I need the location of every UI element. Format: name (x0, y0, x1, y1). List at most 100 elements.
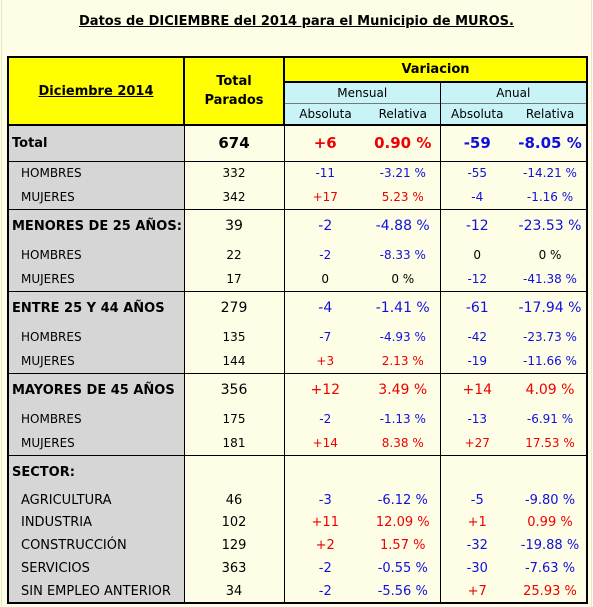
anual-header: Anual (439, 82, 588, 103)
row-label: INDUSTRIA (7, 511, 185, 534)
anual-absoluta-cell: +14 (440, 372, 514, 407)
anual-relativa-cell: 4.09 % (514, 372, 588, 407)
total-cell: 332 (184, 160, 285, 185)
anual-absoluta-cell: 0 (473, 248, 482, 262)
row-label: SECTOR: (7, 454, 185, 489)
table-row: HOMBRES 135 -7 -4.93 % -42 -23.73 % (7, 325, 588, 349)
anual-absoluta-cell: -12 (467, 271, 488, 286)
total-cell: 17 (184, 267, 285, 291)
table-row: AGRICULTURA 46 -3 -6.12 % -5 -9.80 % (7, 489, 588, 511)
total-cell: 279 (184, 290, 285, 325)
anual-relativa-cell: -6.91 % (514, 407, 588, 431)
mensual-relativa-cell: 1.57 % (366, 534, 441, 557)
mensual-absoluta-cell: +2 (315, 538, 335, 553)
mensual-header: Mensual (283, 82, 441, 103)
table-row: Total 674 +6 0.90 % -59 -8.05 % (7, 125, 588, 161)
mensual-relativa-cell: 12.09 % (366, 511, 441, 534)
anual-relativa-cell: -9.80 % (514, 489, 588, 511)
row-label: MUJERES (7, 267, 185, 291)
row-label: HOMBRES (7, 325, 185, 349)
mensual-relativa-cell: 8.38 % (366, 431, 441, 455)
row-label: HOMBRES (7, 243, 185, 267)
page-title: Datos de DICIEMBRE del 2014 para el Muni… (79, 14, 514, 29)
mensual-relativa-cell: 3.49 % (366, 372, 441, 407)
anual-absoluta-cell: -19 (467, 353, 488, 368)
total-cell: 129 (184, 534, 285, 557)
anual-relativa-cell: -14.21 % (514, 160, 588, 185)
mensual-relativa-cell: -6.12 % (366, 489, 441, 511)
table-row: CONSTRUCCIÓN 129 +2 1.57 % -32 -19.88 % (7, 534, 588, 557)
total-cell: 34 (184, 580, 285, 604)
variacion-header: Variacion (283, 56, 588, 83)
mensual-absoluta-cell: 0 (321, 271, 330, 286)
table-row: MUJERES 342 +17 5.23 % -4 -1.16 % (7, 185, 588, 209)
mensual-absoluta-cell: -2 (284, 208, 366, 243)
anual-relativa-cell (514, 454, 588, 489)
mensual-absoluta-cell: -7 (319, 330, 332, 344)
anual-absoluta-cell: -5 (470, 492, 484, 508)
anual-relativa-cell: -41.38 % (514, 267, 588, 291)
row-label: CONSTRUCCIÓN (7, 534, 185, 557)
anual-absoluta-cell: -13 (467, 412, 488, 426)
anual-absoluta-cell: -42 (467, 330, 488, 344)
anual-absoluta-cell: -30 (466, 561, 488, 576)
mensual-absoluta-cell: -2 (284, 580, 366, 604)
mensual-relativa-cell: -8.33 % (366, 243, 441, 267)
anual-relativa-cell: -8.05 % (514, 125, 588, 161)
total-cell: 144 (184, 349, 285, 373)
anual-relativa-cell: -17.94 % (514, 290, 588, 325)
anual-absoluta-cell: -61 (440, 290, 514, 325)
anual-relativa-header: Relativa (514, 102, 588, 126)
anual-absoluta-cell: +1 (467, 515, 487, 530)
mensual-absoluta-cell: +6 (313, 134, 337, 153)
period-header: Diciembre 2014 (7, 56, 185, 126)
total-cell (184, 454, 285, 489)
table-row: MAYORES DE 45 AÑOS 356 +12 3.49 % +14 4.09 % (7, 372, 588, 407)
row-label: ENTRE 25 Y 44 AÑOS (7, 290, 185, 325)
anual-relativa-cell: -11.66 % (514, 349, 588, 373)
mensual-absoluta-cell: -3 (318, 492, 332, 508)
row-label: MUJERES (7, 349, 185, 373)
mensual-relativa-cell: -4.88 % (366, 208, 441, 243)
total-cell: 135 (184, 325, 285, 349)
total-cell: 102 (184, 511, 285, 534)
total-cell: 356 (184, 372, 285, 407)
anual-relativa-cell: -1.16 % (514, 185, 588, 209)
table-row: MENORES DE 25 AÑOS: 39 -2 -4.88 % -12 -23.53 … (7, 208, 588, 243)
table-row: MUJERES 181 +14 8.38 % +27 17.53 % (7, 431, 588, 455)
row-label: HOMBRES (7, 160, 185, 185)
row-label: MUJERES (7, 185, 185, 209)
mensual-relativa-cell: -4.93 % (366, 325, 441, 349)
mensual-relativa-cell (366, 454, 441, 489)
row-label: Total (7, 125, 185, 161)
mensual-absoluta-cell: +12 (284, 372, 366, 407)
table-row: HOMBRES 175 -2 -1.13 % -13 -6.91 % (7, 407, 588, 431)
total-cell: 175 (184, 407, 285, 431)
anual-relativa-cell: -23.53 % (514, 208, 588, 243)
table-row: HOMBRES 22 -2 -8.33 % 0 0 % (7, 243, 588, 267)
mensual-absoluta-cell: -2 (319, 248, 332, 262)
mensual-absoluta-header: Absoluta (283, 102, 366, 126)
anual-absoluta-cell: -32 (466, 538, 488, 553)
anual-absoluta-cell: +7 (440, 580, 514, 604)
anual-absoluta-cell: +27 (464, 435, 490, 450)
mensual-absoluta-cell: +11 (311, 515, 339, 530)
anual-relativa-cell: 25.93 % (514, 580, 588, 604)
mensual-absoluta-cell: -11 (284, 160, 366, 185)
row-label: MENORES DE 25 AÑOS: (7, 208, 185, 243)
mensual-absoluta-cell: +14 (312, 435, 338, 450)
mensual-relativa-cell: 0.90 % (366, 125, 441, 161)
anual-relativa-cell: 17.53 % (514, 431, 588, 455)
table-row: HOMBRES 332 -11 -3.21 % -55 -14.21 % (7, 160, 588, 185)
total-cell: 363 (184, 557, 285, 580)
anual-relativa-cell: -7.63 % (514, 557, 588, 580)
mensual-relativa-cell: -1.41 % (366, 290, 441, 325)
mensual-relativa-cell: -5.56 % (366, 580, 441, 604)
anual-absoluta-cell: -55 (440, 160, 514, 185)
anual-absoluta-cell: -12 (440, 208, 514, 243)
table-row: SECTOR: (7, 454, 588, 489)
mensual-absoluta-cell: -2 (319, 412, 332, 426)
total-header-line2: Parados (204, 93, 264, 108)
total-cell: 181 (184, 431, 285, 455)
anual-relativa-cell: 0 % (514, 243, 588, 267)
